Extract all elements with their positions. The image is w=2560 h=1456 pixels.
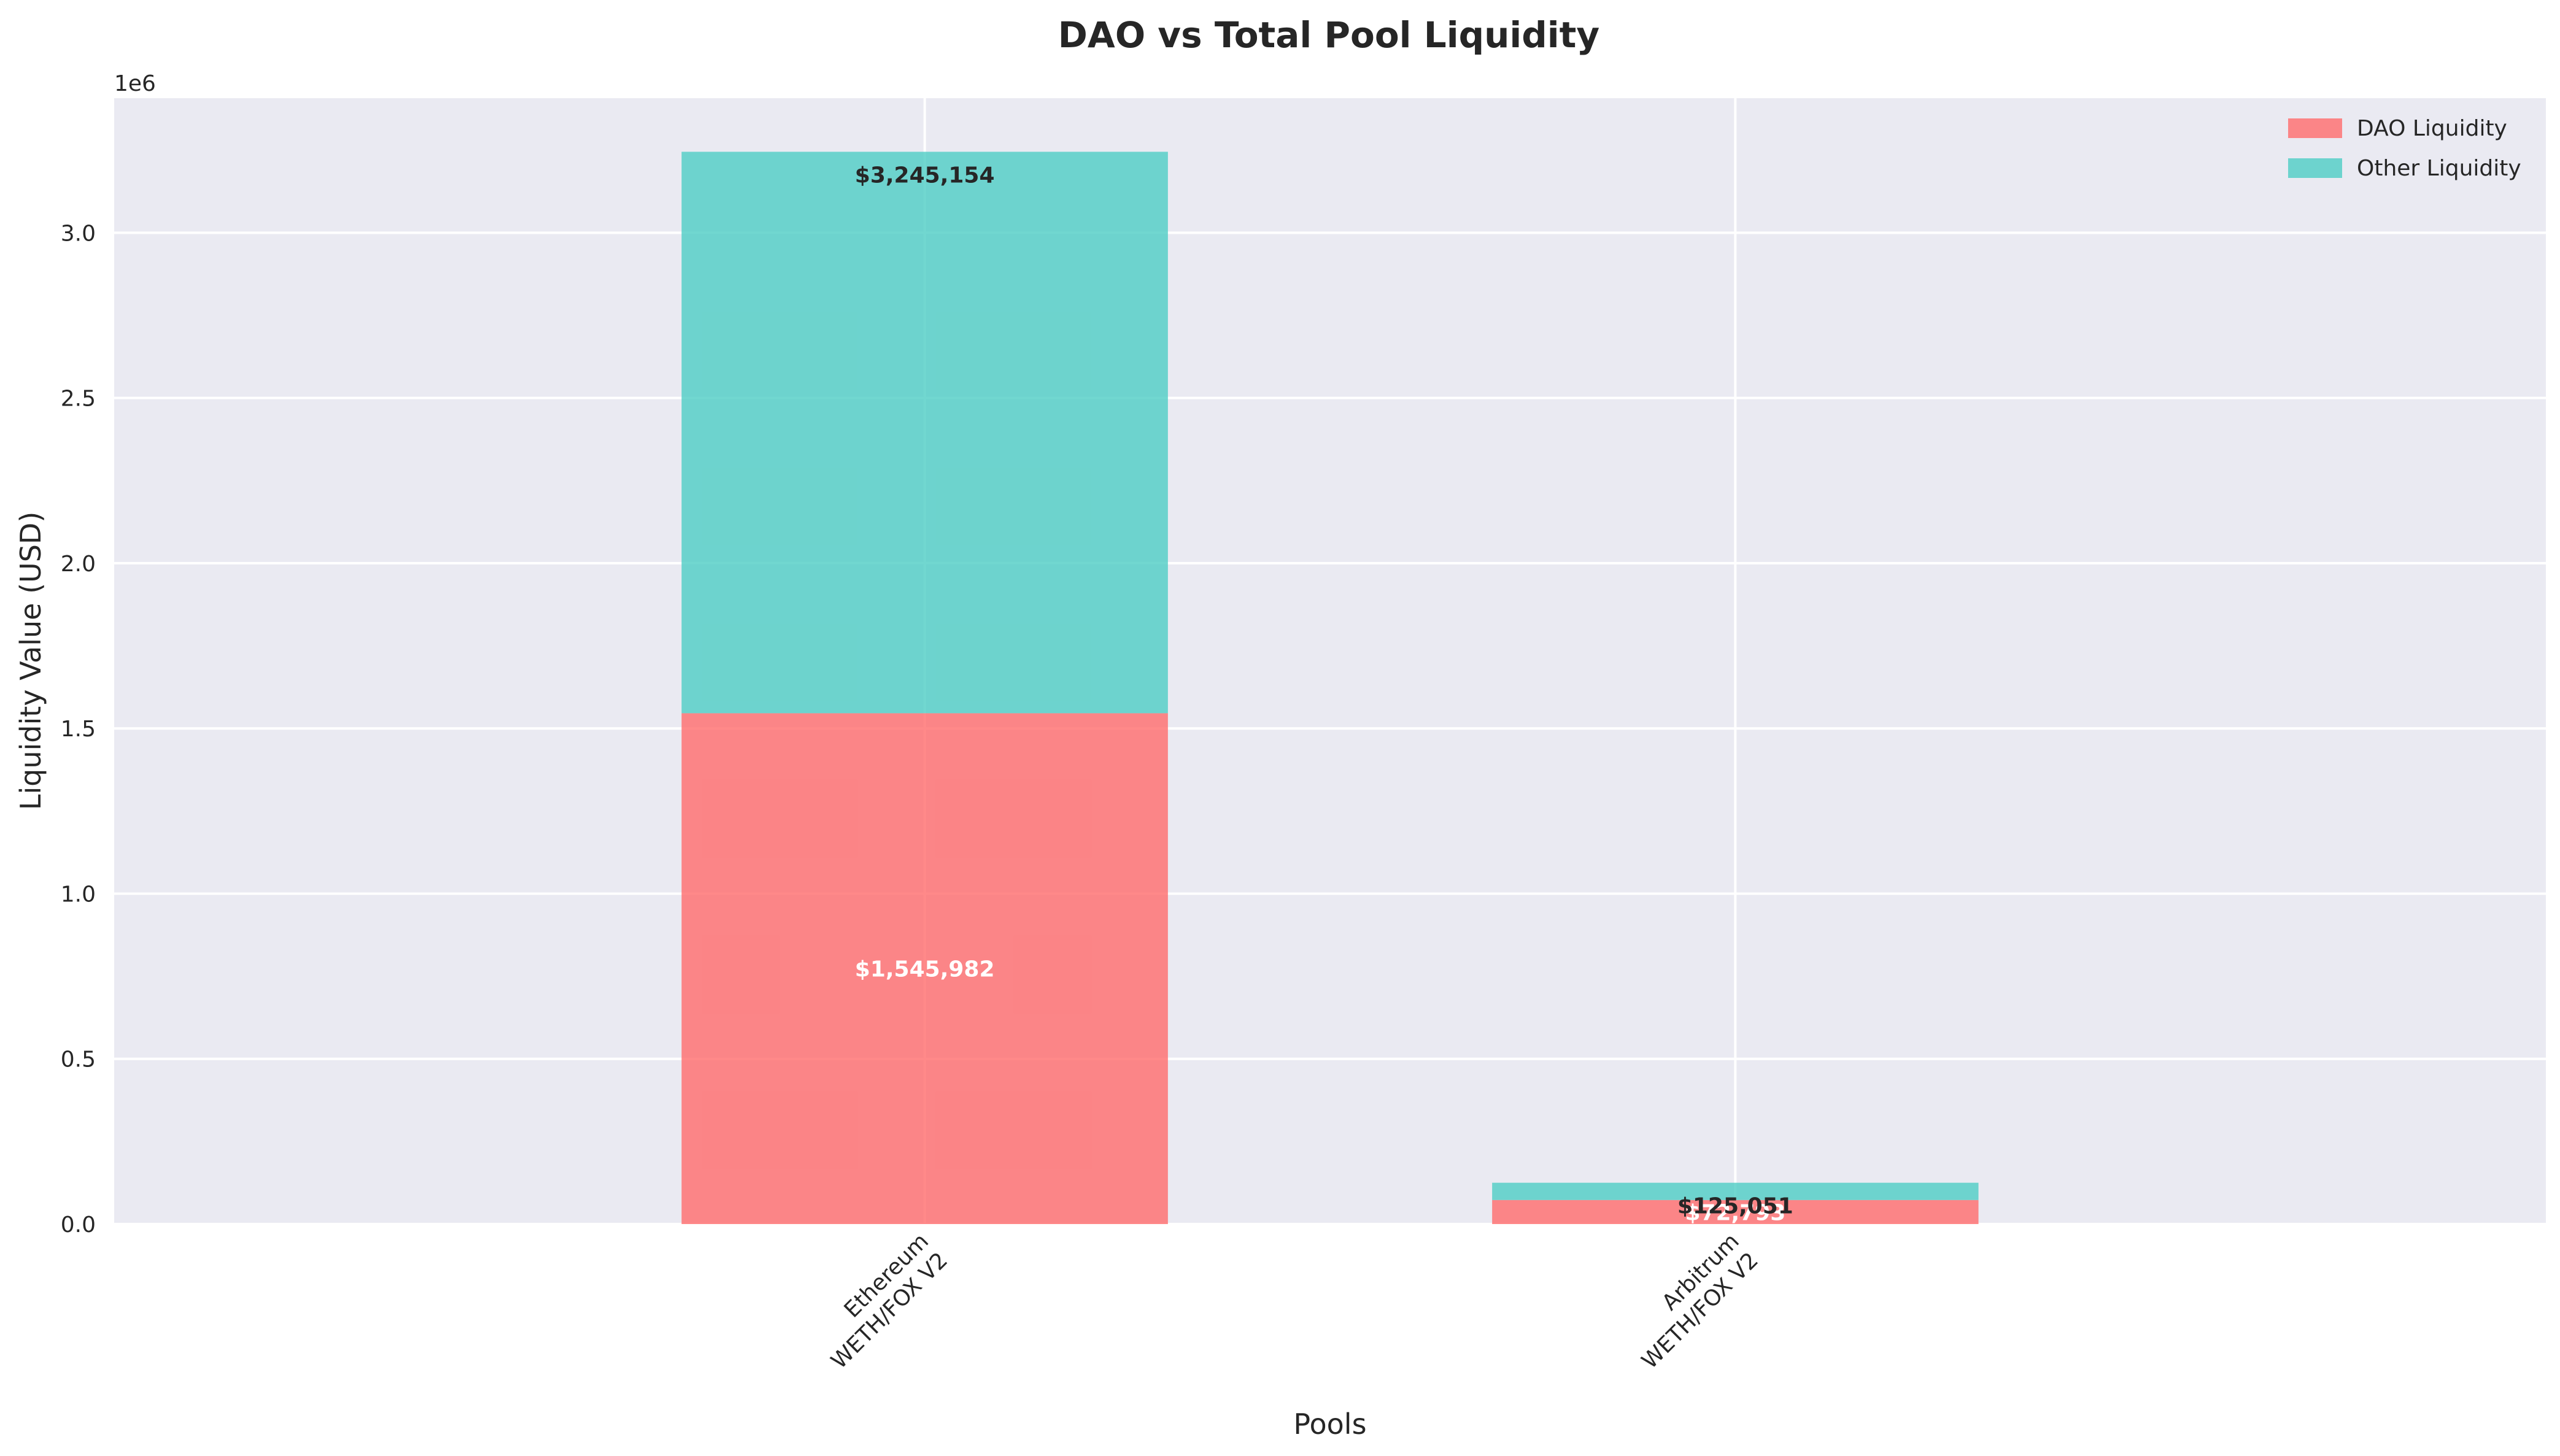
plot-area [114, 98, 2546, 1224]
y-axis-label: Liquidity Value (USD) [14, 512, 47, 811]
data-label-total-1: $125,051 [1677, 1194, 1793, 1219]
legend-swatch-other [2288, 158, 2342, 178]
x-axis-label: Pools [1293, 1408, 1366, 1441]
bar-dao-0 [681, 713, 1168, 1224]
y-tick-label-0: 0.0 [61, 1212, 96, 1238]
y-tick-label-2: 1.0 [61, 882, 96, 907]
data-label-dao-0: $1,545,982 [855, 957, 995, 982]
bar-dao-1 [1492, 1200, 1979, 1224]
chart-title: DAO vs Total Pool Liquidity [1058, 14, 1599, 56]
data-labels: $1,545,982 $3,245,154 $72,793$125,051 [855, 163, 1793, 1225]
grid-lines [114, 98, 2546, 1225]
bars [681, 152, 1979, 1224]
y-axis: 0.0 0.5 1.0 1.5 2.0 2.5 3.0 [61, 221, 96, 1238]
y-tick-label-6: 3.0 [61, 221, 96, 246]
data-label-dao-1: $72,793 [1685, 1200, 1785, 1225]
y-tick-label-5: 2.5 [61, 387, 96, 412]
y-axis-offset-label: 1e6 [114, 71, 156, 96]
data-label-total-0: $3,245,154 [855, 163, 995, 188]
legend-label-dao: DAO Liquidity [2357, 116, 2507, 141]
bar-other-0 [681, 152, 1168, 714]
legend-swatch-dao [2288, 118, 2342, 138]
y-tick-label-1: 0.5 [61, 1047, 96, 1073]
bar-other-1 [1492, 1182, 1979, 1200]
y-tick-label-4: 2.0 [61, 552, 96, 577]
legend-label-other: Other Liquidity [2357, 156, 2521, 181]
y-tick-label-3: 1.5 [61, 717, 96, 742]
legend: DAO Liquidity Other Liquidity [2288, 116, 2521, 181]
